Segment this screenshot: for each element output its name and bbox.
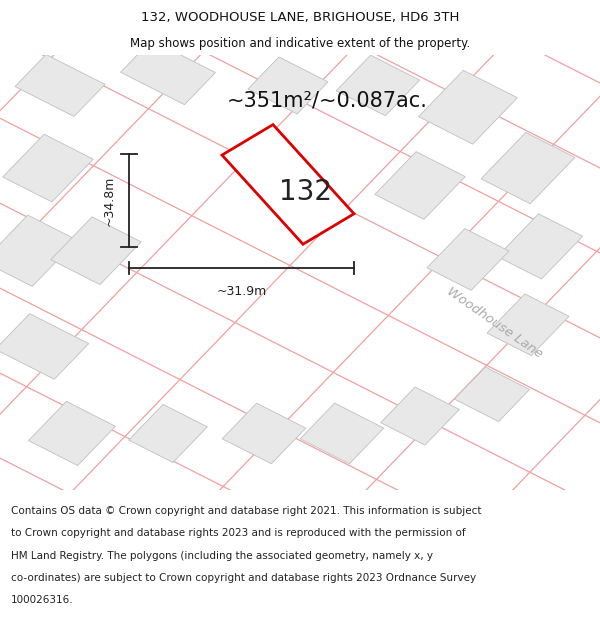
Polygon shape: [0, 314, 89, 379]
Polygon shape: [487, 294, 569, 356]
Text: 100026316.: 100026316.: [11, 595, 73, 605]
Polygon shape: [128, 404, 208, 462]
Polygon shape: [427, 229, 509, 290]
Text: Contains OS data © Crown copyright and database right 2021. This information is : Contains OS data © Crown copyright and d…: [11, 506, 481, 516]
Text: ~31.9m: ~31.9m: [217, 284, 266, 298]
Polygon shape: [222, 403, 306, 464]
Polygon shape: [248, 57, 328, 114]
Polygon shape: [3, 134, 93, 202]
Polygon shape: [121, 40, 215, 104]
Polygon shape: [15, 54, 105, 116]
Polygon shape: [222, 124, 354, 244]
Polygon shape: [336, 55, 420, 116]
Polygon shape: [419, 71, 517, 144]
Text: to Crown copyright and database rights 2023 and is reproduced with the permissio: to Crown copyright and database rights 2…: [11, 529, 466, 539]
Polygon shape: [481, 132, 575, 204]
Polygon shape: [0, 215, 77, 286]
Polygon shape: [380, 387, 460, 445]
Polygon shape: [51, 217, 141, 284]
Text: 132: 132: [280, 178, 332, 206]
Text: Woodhouse Lane: Woodhouse Lane: [445, 284, 545, 361]
Text: HM Land Registry. The polygons (including the associated geometry, namely x, y: HM Land Registry. The polygons (includin…: [11, 551, 433, 561]
Text: co-ordinates) are subject to Crown copyright and database rights 2023 Ordnance S: co-ordinates) are subject to Crown copyr…: [11, 573, 476, 583]
Text: ~34.8m: ~34.8m: [103, 176, 116, 226]
Polygon shape: [375, 152, 465, 219]
Text: Map shows position and indicative extent of the property.: Map shows position and indicative extent…: [130, 38, 470, 51]
Polygon shape: [300, 403, 384, 464]
Polygon shape: [28, 401, 116, 466]
Polygon shape: [497, 214, 583, 279]
Polygon shape: [454, 367, 530, 422]
Text: ~351m²/~0.087ac.: ~351m²/~0.087ac.: [227, 91, 427, 111]
Text: 132, WOODHOUSE LANE, BRIGHOUSE, HD6 3TH: 132, WOODHOUSE LANE, BRIGHOUSE, HD6 3TH: [141, 11, 459, 24]
